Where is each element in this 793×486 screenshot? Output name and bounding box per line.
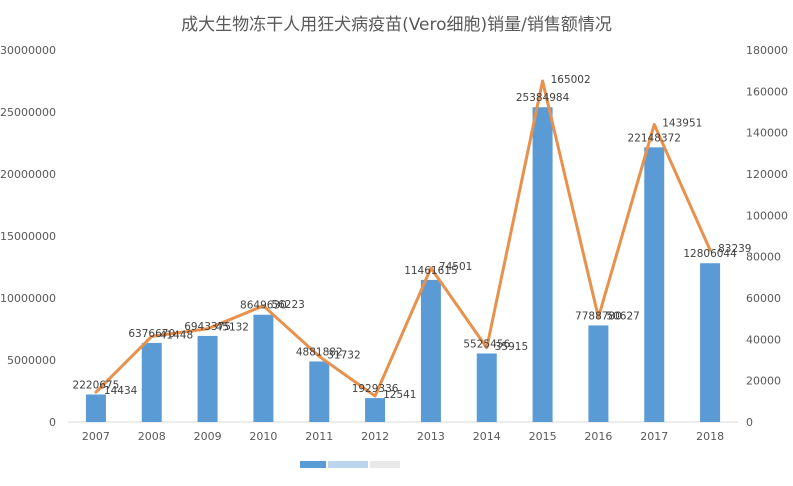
legend-bar-swatch-fade bbox=[328, 461, 368, 468]
line-data-label: 12541 bbox=[383, 389, 416, 401]
y-right-tick-label: 20000 bbox=[746, 375, 781, 388]
y-right-tick-label: 160000 bbox=[746, 85, 788, 98]
x-tick-label: 2013 bbox=[417, 430, 445, 443]
y-left-tick-label: 30000000 bbox=[0, 44, 56, 57]
bar bbox=[141, 342, 162, 422]
x-tick-label: 2009 bbox=[194, 430, 222, 443]
x-tick-label: 2016 bbox=[584, 430, 612, 443]
bar bbox=[420, 279, 441, 422]
bar bbox=[476, 353, 497, 422]
line-series bbox=[94, 79, 712, 398]
bar-data-label: 1929336 bbox=[352, 383, 399, 395]
y-left-tick-label: 15000000 bbox=[0, 230, 56, 243]
chart-title: 成大生物冻干人用狂犬病疫苗(Vero细胞)销量/销售额情况 bbox=[181, 15, 612, 35]
x-tick-label: 2011 bbox=[305, 430, 333, 443]
y-right-tick-label: 100000 bbox=[746, 209, 788, 222]
x-tick-label: 2018 bbox=[696, 430, 724, 443]
line-data-label: 165002 bbox=[551, 74, 591, 86]
y-right-tick-label: 80000 bbox=[746, 251, 781, 264]
bar-data-label: 11461615 bbox=[404, 265, 457, 277]
line-data-label: 41448 bbox=[160, 329, 193, 341]
x-tick-label: 2017 bbox=[640, 430, 668, 443]
bar-data-label: 7788780 bbox=[575, 310, 622, 322]
y-right-tick-label: 60000 bbox=[746, 292, 781, 305]
y-left-tick-label: 5000000 bbox=[7, 354, 56, 367]
line-data-label: 74501 bbox=[439, 261, 472, 273]
bar bbox=[85, 394, 106, 422]
bar bbox=[532, 107, 553, 422]
y-left-tick-label: 10000000 bbox=[0, 292, 56, 305]
bar-data-label: 22148372 bbox=[628, 132, 681, 144]
bar-data-label: 12806044 bbox=[683, 248, 737, 260]
line-data-label: 45132 bbox=[216, 322, 249, 334]
y-right-tick-label: 0 bbox=[746, 416, 753, 429]
y-left-tick-label: 0 bbox=[49, 416, 56, 429]
line-data-label: 143951 bbox=[662, 118, 702, 130]
x-tick-label: 2014 bbox=[473, 430, 501, 443]
line-data-label: 50627 bbox=[606, 310, 639, 322]
x-tick-label: 2012 bbox=[361, 430, 389, 443]
bar bbox=[309, 361, 330, 422]
x-tick-label: 2015 bbox=[529, 430, 557, 443]
y-right-tick-label: 120000 bbox=[746, 168, 788, 181]
bar bbox=[197, 335, 218, 422]
y-left-tick-label: 20000000 bbox=[0, 168, 56, 181]
bar bbox=[644, 147, 665, 423]
legend-line-swatch-fade bbox=[370, 461, 400, 468]
bar bbox=[588, 325, 609, 422]
bar-data-label: 6943375 bbox=[184, 321, 231, 333]
x-tick-label: 2010 bbox=[249, 430, 277, 443]
line-data-label: 31732 bbox=[327, 349, 360, 361]
bar bbox=[253, 314, 274, 422]
x-tick-label: 2007 bbox=[82, 430, 110, 443]
line-data-label: 14434 bbox=[104, 385, 138, 397]
bar-data-label: 6376670 bbox=[128, 328, 175, 340]
y-right-tick-label: 40000 bbox=[746, 333, 781, 346]
bar-data-label: 2220675 bbox=[73, 379, 120, 391]
x-tick-label: 2008 bbox=[138, 430, 166, 443]
line-data-label: 35915 bbox=[495, 341, 528, 353]
bar bbox=[700, 263, 721, 422]
bar-data-label: 25384984 bbox=[516, 92, 570, 104]
legend-bar-swatch bbox=[300, 461, 326, 468]
bar bbox=[365, 398, 386, 422]
bar-data-label: 5525456 bbox=[463, 338, 510, 350]
y-right-tick-label: 140000 bbox=[746, 127, 788, 140]
y-right-tick-label: 180000 bbox=[746, 44, 788, 57]
bar-data-label: 4881882 bbox=[296, 346, 343, 358]
line-data-label: 83239 bbox=[718, 243, 751, 255]
bar-data-label: 8649630 bbox=[240, 300, 287, 312]
line-data-label: 56223 bbox=[271, 299, 304, 311]
y-left-tick-label: 25000000 bbox=[0, 106, 56, 119]
